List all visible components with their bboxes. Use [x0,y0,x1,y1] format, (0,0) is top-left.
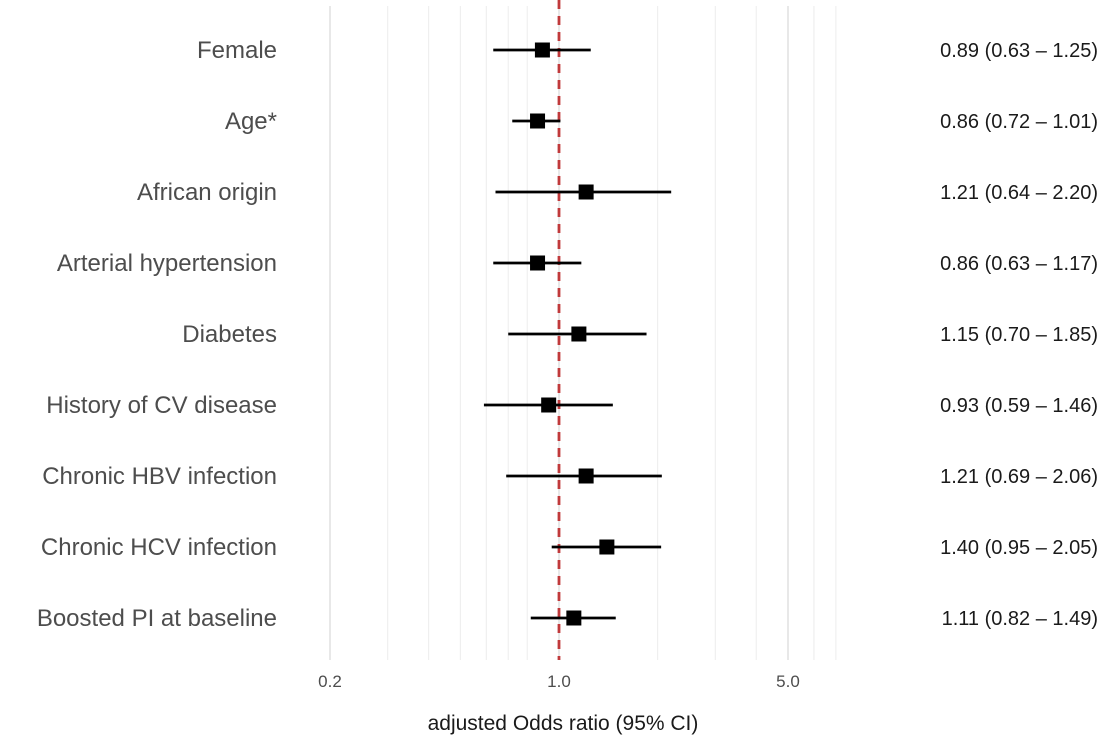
row-label: History of CV disease [46,392,277,419]
point-estimate-marker [534,42,550,58]
estimate-label: 1.21 (0.64 – 2.20) [940,182,1098,204]
row-label: Diabetes [182,321,277,348]
estimate-label: 0.93 (0.59 – 1.46) [940,395,1098,417]
row-label: Chronic HCV infection [41,534,277,561]
row-label: African origin [137,179,277,206]
estimate-label: 1.40 (0.95 – 2.05) [940,537,1098,559]
row-label: Age* [225,108,277,135]
point-estimate-marker [571,326,587,342]
x-axis-title: adjusted Odds ratio (95% CI) [428,712,699,735]
row-label: Female [197,37,277,64]
estimate-label: 1.15 (0.70 – 1.85) [940,324,1098,346]
point-estimate-marker [566,610,582,626]
point-estimate-marker [599,539,615,555]
row-label: Arterial hypertension [57,250,277,277]
x-axis-ticks: 0.2 1.0 5.0 [318,672,800,691]
estimate-label: 0.89 (0.63 – 1.25) [940,40,1098,62]
x-tick-label: 5.0 [776,672,800,691]
row-labels: Female Age* African origin Arterial hyperte… [37,37,277,632]
row-label: Boosted PI at baseline [37,605,277,632]
point-estimates [530,42,615,626]
estimate-label: 0.86 (0.63 – 1.17) [940,253,1098,275]
point-estimate-marker [541,397,557,413]
estimate-label: 1.11 (0.82 – 1.49) [942,608,1098,630]
x-tick-label: 1.0 [547,672,571,691]
point-estimate-marker [530,255,546,271]
estimate-label: 1.21 (0.69 – 2.06) [940,466,1098,488]
x-tick-label: 0.2 [318,672,342,691]
estimate-labels: 0.89 (0.63 – 1.25) 0.86 (0.72 – 1.01) 1.21… [940,40,1098,630]
row-label: Chronic HBV infection [42,463,277,490]
estimate-label: 0.86 (0.72 – 1.01) [940,111,1098,133]
point-estimate-marker [578,184,594,200]
point-estimate-marker [578,468,594,484]
point-estimate-marker [530,113,546,129]
